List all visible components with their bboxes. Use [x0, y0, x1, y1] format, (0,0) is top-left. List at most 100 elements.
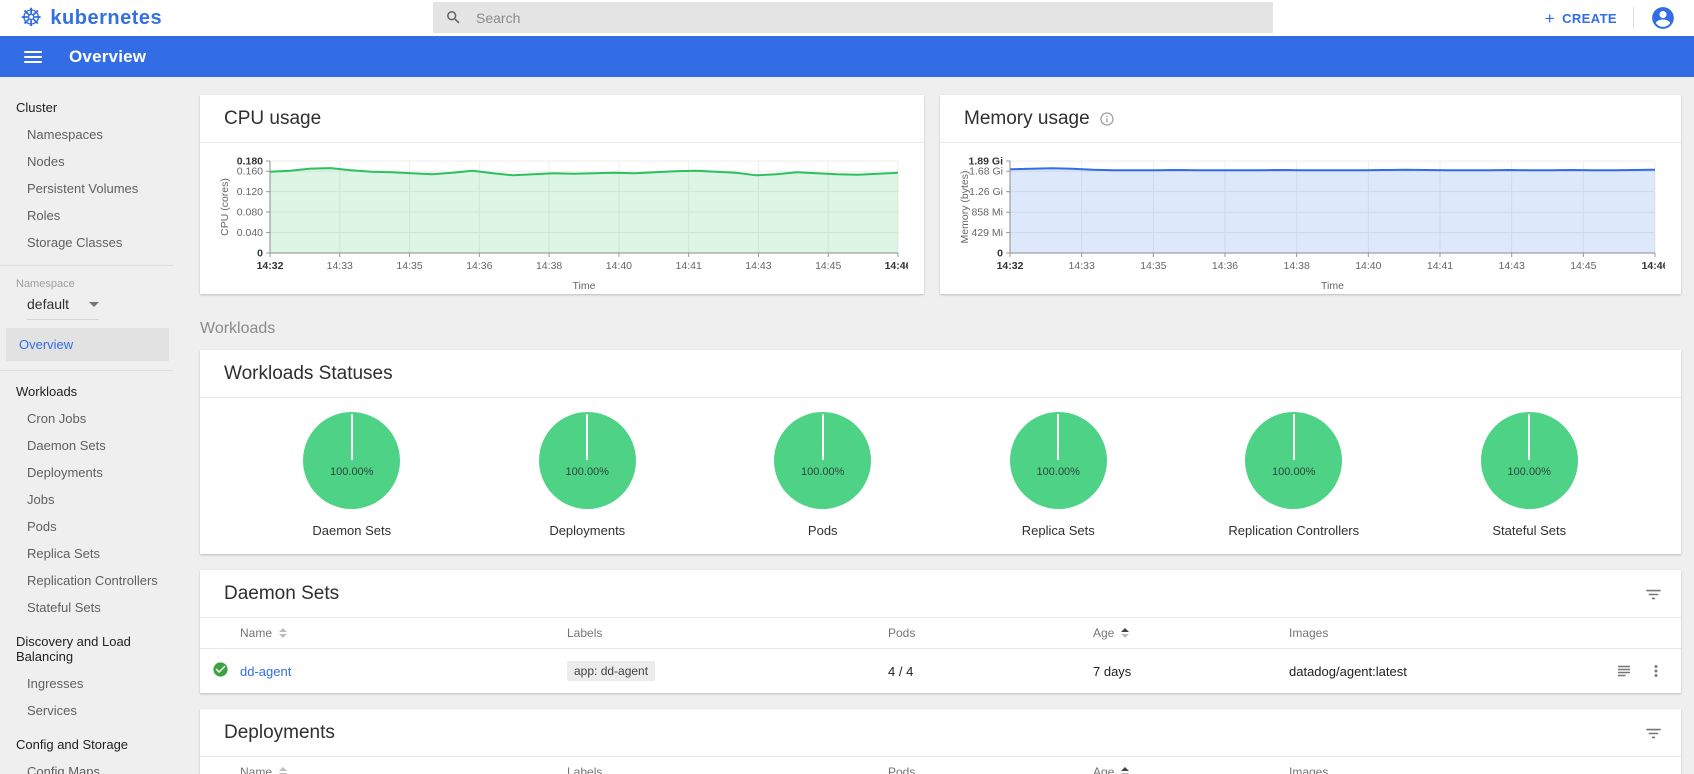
search-icon [447, 11, 460, 24]
deployments-title: Deployments [224, 722, 335, 743]
menu-hamburger-icon[interactable] [24, 50, 42, 63]
workloads-statuses-card: Workloads Statuses 100.00% Daemon Sets 1… [200, 350, 1681, 554]
info-icon[interactable] [1099, 111, 1115, 127]
pie-chart: 100.00% [303, 412, 401, 509]
header-divider [1633, 7, 1634, 29]
sidebar-item-overview[interactable]: Overview [6, 328, 169, 361]
svg-text:Time: Time [573, 280, 596, 292]
card-divider [200, 142, 924, 143]
svg-text:14:38: 14:38 [536, 260, 562, 272]
svg-text:0.120: 0.120 [237, 186, 263, 198]
sidebar-item-deployments[interactable]: Deployments [27, 465, 103, 480]
status-pie-replica-sets: 100.00% Replica Sets [941, 412, 1177, 538]
kubernetes-logo[interactable]: ☸ kubernetes [20, 5, 163, 31]
status-pie-daemon-sets: 100.00% Daemon Sets [234, 412, 470, 538]
namespace-select[interactable]: default [27, 296, 99, 320]
status-pie-deployments: 100.00% Deployments [470, 412, 706, 538]
svg-text:14:33: 14:33 [1069, 260, 1095, 272]
sidebar-item-persistent-volumes[interactable]: Persistent Volumes [27, 181, 139, 196]
svg-text:14:41: 14:41 [1427, 260, 1453, 272]
pie-percent: 100.00% [1036, 466, 1080, 479]
sidebar-item-storage-classes[interactable]: Storage Classes [27, 235, 123, 250]
column-header-labels: Labels [567, 626, 603, 640]
pie-percent: 100.00% [330, 466, 374, 479]
sidebar-item-config-maps[interactable]: Config Maps [27, 764, 100, 774]
column-header-images: Images [1289, 626, 1329, 640]
filter-list-icon[interactable] [1644, 724, 1663, 743]
sidebar-item-replication-controllers[interactable]: Replication Controllers [27, 573, 158, 588]
sort-icon-ascending [1121, 628, 1130, 638]
sidebar-item-ingresses[interactable]: Ingresses [27, 676, 84, 691]
sidebar-section-discovery: Discovery and Load Balancing [16, 634, 131, 664]
pie-chart: 100.00% [1009, 412, 1107, 509]
search-bar[interactable] [433, 2, 1273, 33]
svg-text:14:40: 14:40 [1355, 260, 1381, 272]
svg-text:14:36: 14:36 [1212, 260, 1238, 272]
pie-label: Deployments [549, 523, 626, 538]
filter-list-icon[interactable] [1644, 585, 1663, 604]
table-row: dd-agent app: dd-agent 4 / 4 7 days data… [200, 649, 1681, 693]
pie-chart: 100.00% [1245, 412, 1343, 509]
daemon-set-link[interactable]: dd-agent [240, 663, 292, 679]
sidebar-section-config-storage: Config and Storage [16, 737, 129, 752]
card-divider [200, 397, 1681, 398]
pie-percent: 100.00% [1272, 466, 1316, 479]
daemon-sets-card: Daemon Sets Name Labels Pods Age Images [200, 570, 1681, 693]
sidebar-item-jobs[interactable]: Jobs [27, 492, 55, 507]
status-pie-pods: 100.00% Pods [705, 412, 941, 538]
dropdown-arrow-icon [89, 301, 99, 307]
svg-text:14:46: 14:46 [885, 260, 908, 272]
pie-chart: 100.00% [774, 412, 872, 509]
svg-text:14:35: 14:35 [396, 260, 422, 272]
pie-label: Pods [807, 523, 838, 538]
page-toolbar: Overview [0, 36, 1694, 77]
account-avatar-icon[interactable] [1650, 5, 1676, 31]
svg-text:0: 0 [997, 248, 1003, 260]
sidebar-item-replica-sets[interactable]: Replica Sets [27, 546, 100, 561]
svg-text:Memory (bytes): Memory (bytes) [959, 171, 971, 244]
svg-text:Time: Time [1321, 280, 1344, 292]
sidebar-item-services[interactable]: Services [27, 703, 77, 718]
status-pie-stateful-sets: 100.00% Stateful Sets [1412, 412, 1648, 538]
pie-percent: 100.00% [565, 466, 609, 479]
svg-text:0: 0 [257, 248, 263, 260]
column-header-labels: Labels [567, 765, 603, 774]
search-input[interactable] [476, 9, 1261, 26]
cpu-usage-card: CPU usage 0 0.040 0.080 0.120 0.160 0.180 14:3… [200, 95, 924, 294]
age-cell: 7 days [1093, 663, 1132, 679]
create-button[interactable]: + CREATE [1545, 10, 1617, 27]
column-header-age[interactable]: Age [1093, 626, 1289, 640]
column-header-name[interactable]: Name [240, 626, 567, 640]
column-header-age[interactable]: Age [1093, 765, 1289, 774]
cpu-usage-title: CPU usage [224, 108, 322, 129]
sidebar-item-pods[interactable]: Pods [27, 519, 57, 534]
sidebar-item-cron-jobs[interactable]: Cron Jobs [27, 411, 87, 426]
sidebar-item-daemon-sets[interactable]: Daemon Sets [27, 438, 106, 453]
svg-text:14:46: 14:46 [1642, 260, 1665, 272]
sidebar-item-namespaces[interactable]: Namespaces [27, 127, 103, 142]
svg-text:14:43: 14:43 [745, 260, 771, 272]
column-header-pods: Pods [888, 626, 916, 640]
svg-text:14:40: 14:40 [606, 260, 632, 272]
logo-wordmark: kubernetes [50, 6, 163, 29]
logs-icon[interactable] [1615, 662, 1633, 680]
pods-cell: 4 / 4 [888, 663, 914, 679]
sidebar-item-nodes[interactable]: Nodes [27, 154, 65, 169]
svg-text:429 Mi: 429 Mi [971, 227, 1003, 239]
kebab-menu-icon[interactable] [1647, 662, 1665, 680]
sidebar-item-stateful-sets[interactable]: Stateful Sets [27, 600, 101, 615]
daemon-sets-title: Daemon Sets [224, 583, 340, 604]
svg-text:14:36: 14:36 [466, 260, 492, 272]
workloads-section-label: Workloads [200, 320, 276, 337]
main-content: CPU usage 0 0.040 0.080 0.120 0.160 0.180 14:3… [173, 77, 1694, 774]
page-title: Overview [69, 46, 147, 66]
svg-text:0.180: 0.180 [237, 156, 263, 168]
pie-label: Stateful Sets [1492, 523, 1567, 538]
memory-usage-title: Memory usage [964, 108, 1090, 129]
svg-text:14:45: 14:45 [815, 260, 841, 272]
svg-text:14:45: 14:45 [1570, 260, 1596, 272]
sidebar-item-roles[interactable]: Roles [27, 208, 61, 223]
sidebar: Cluster Namespaces Nodes Persistent Volu… [0, 77, 173, 774]
column-header-name[interactable]: Name [240, 765, 567, 774]
